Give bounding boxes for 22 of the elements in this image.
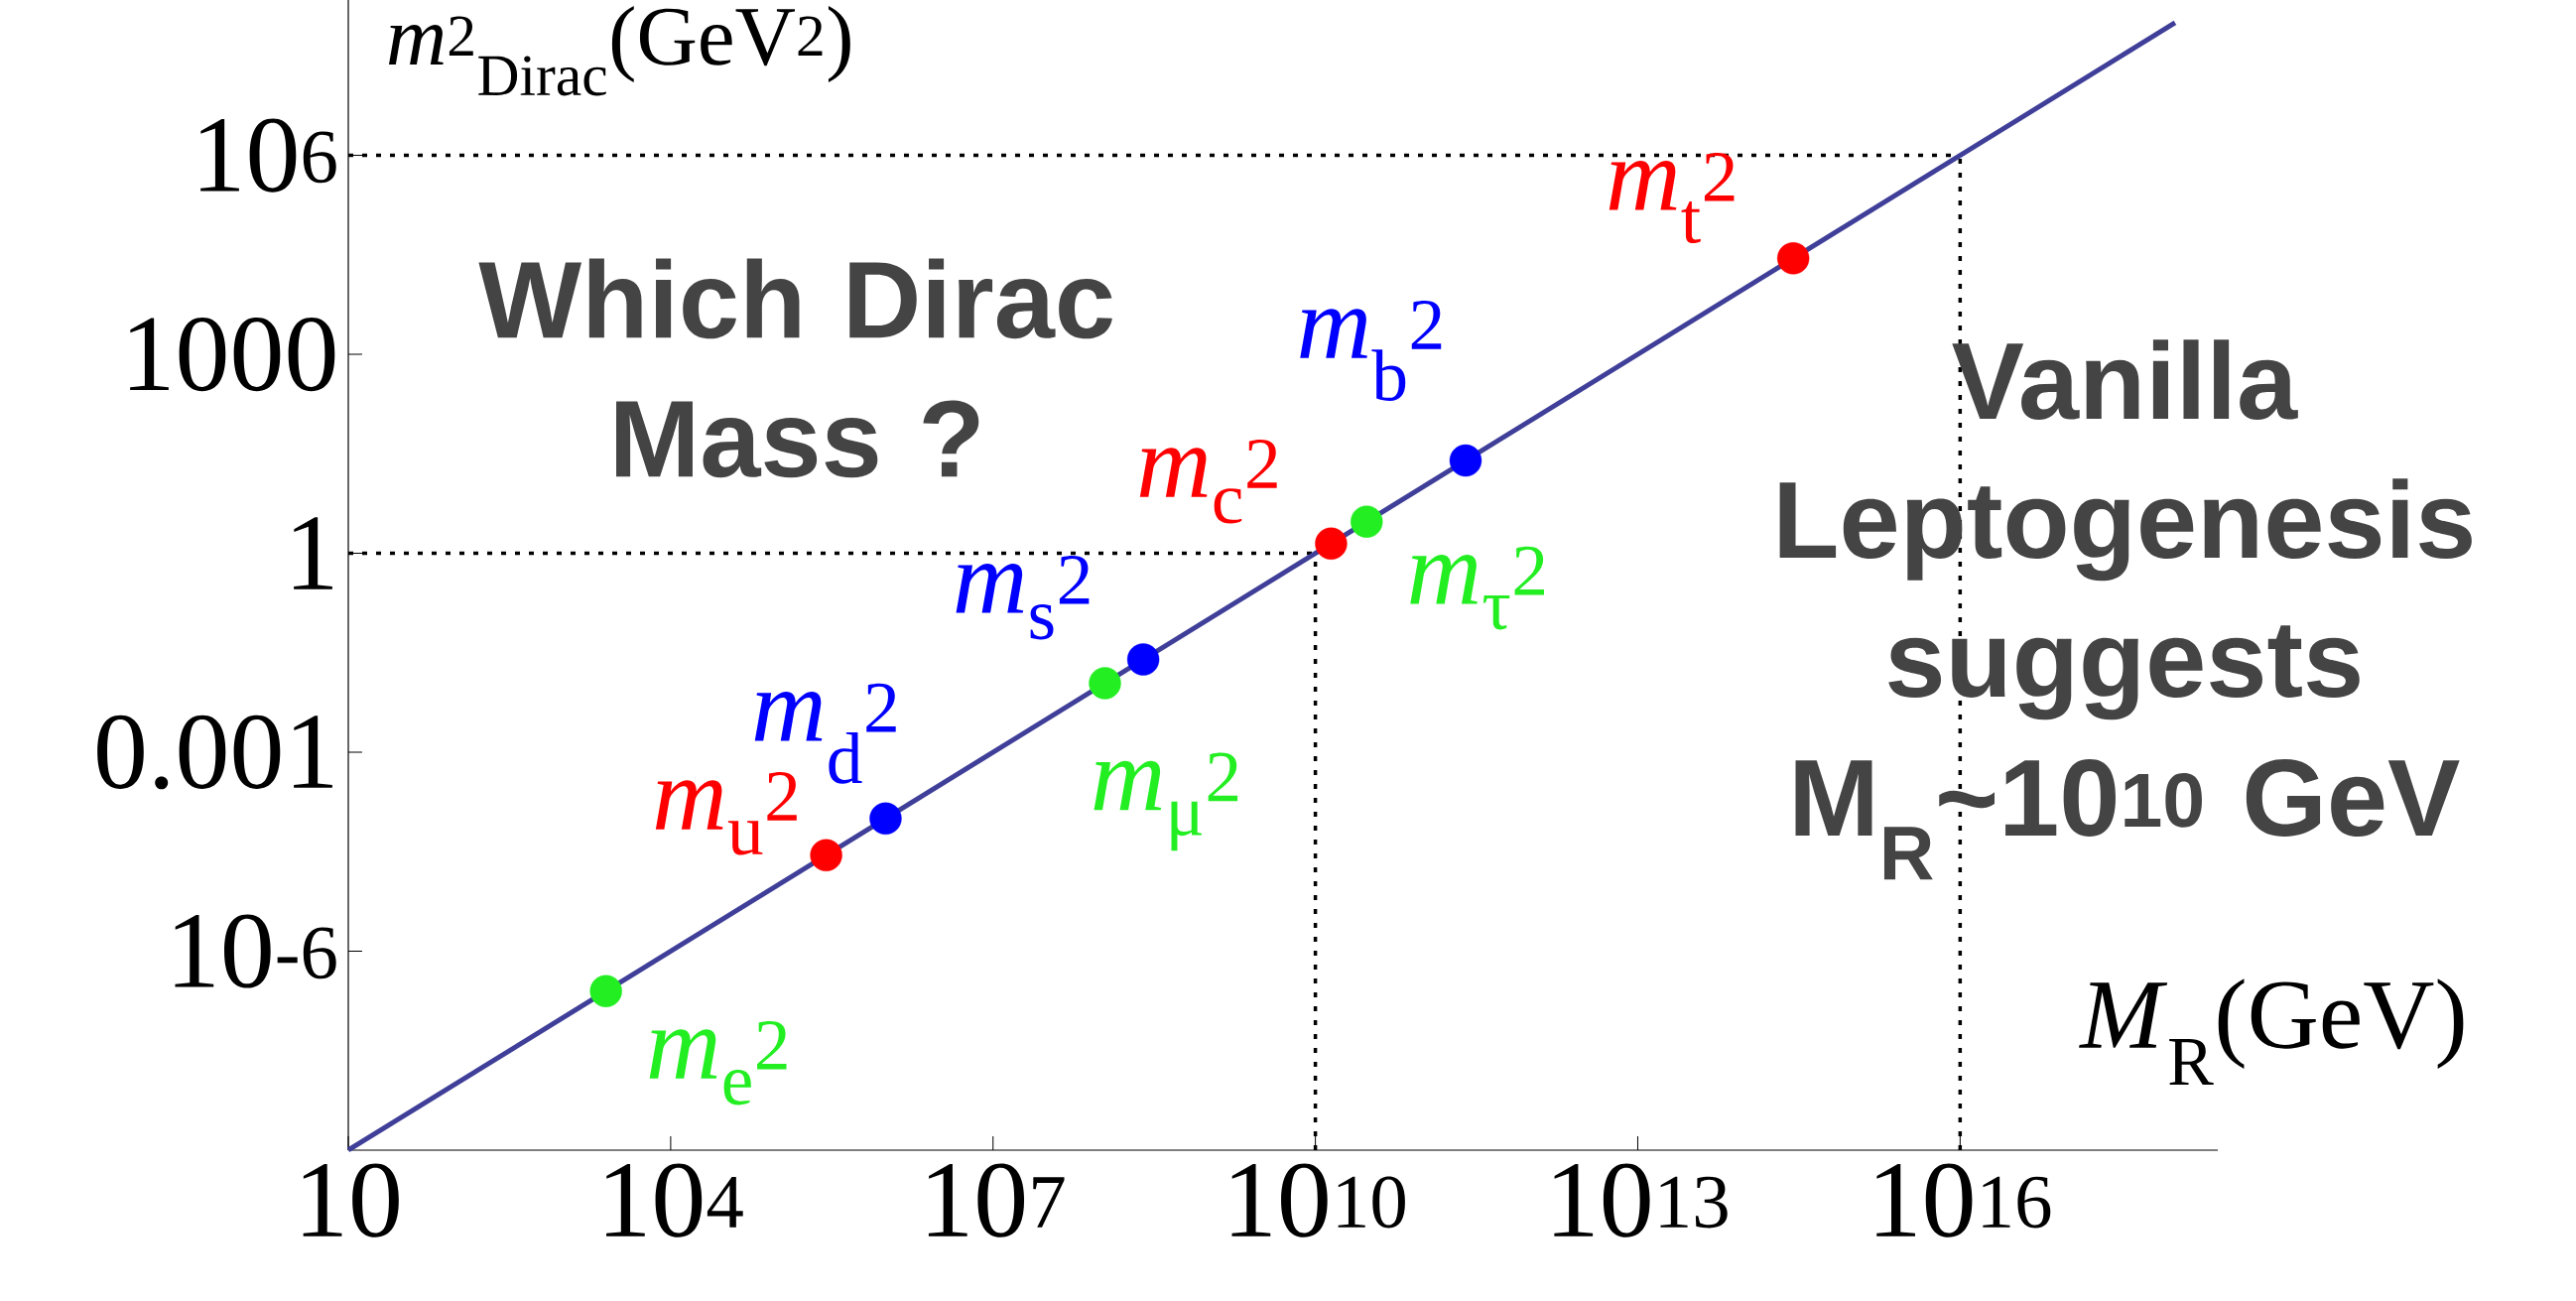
annotation: m$_{τ}$$^{2}$ — [1410, 546, 1545, 630]
x-tick-label: 10$^{16}$ — [1876, 1163, 2051, 1237]
y-tick-label: 10$^{-6}$ — [175, 914, 336, 988]
annotation: m$_{e}$$^{2}$ — [649, 1020, 787, 1106]
y-tick-label: 10$^{6}$ — [200, 118, 336, 193]
annotation: Vanilla Leptogenesis suggests M$_{R}$~10$^{10}$ GeV — [1779, 339, 2472, 880]
x-tick-label: 10 — [303, 1163, 399, 1237]
x-axis-title: M$_{R}$(GeV) — [2079, 978, 2464, 1085]
y-tick-label: 1 — [294, 517, 332, 589]
x-tick-label: 10$^{13}$ — [1554, 1163, 1728, 1237]
y-tick-label: 0.001 — [97, 715, 332, 790]
annotation: Which Dirac Mass ? — [478, 258, 1112, 478]
y-tick-label: 1000 — [130, 317, 335, 392]
annotation: m$_{s}$$^{2}$ — [956, 555, 1090, 640]
x-tick-label: 10$^{7}$ — [928, 1163, 1065, 1237]
annotation: m$_{μ}$$^{2}$ — [1094, 752, 1238, 851]
annotation: m$_{t}$$^{2}$ — [1609, 152, 1735, 244]
annotation: m$_{c}$$^{2}$ — [1139, 440, 1277, 524]
annotation: m$_{b}$2 — [1300, 301, 1442, 401]
x-tick-label: 10$^{4}$ — [606, 1163, 743, 1237]
x-tick-label: 10$^{10}$ — [1231, 1163, 1405, 1237]
y-axis-title: m$^{2}$$_{Dirac}$(GeV$^{2}$) — [388, 5, 850, 96]
